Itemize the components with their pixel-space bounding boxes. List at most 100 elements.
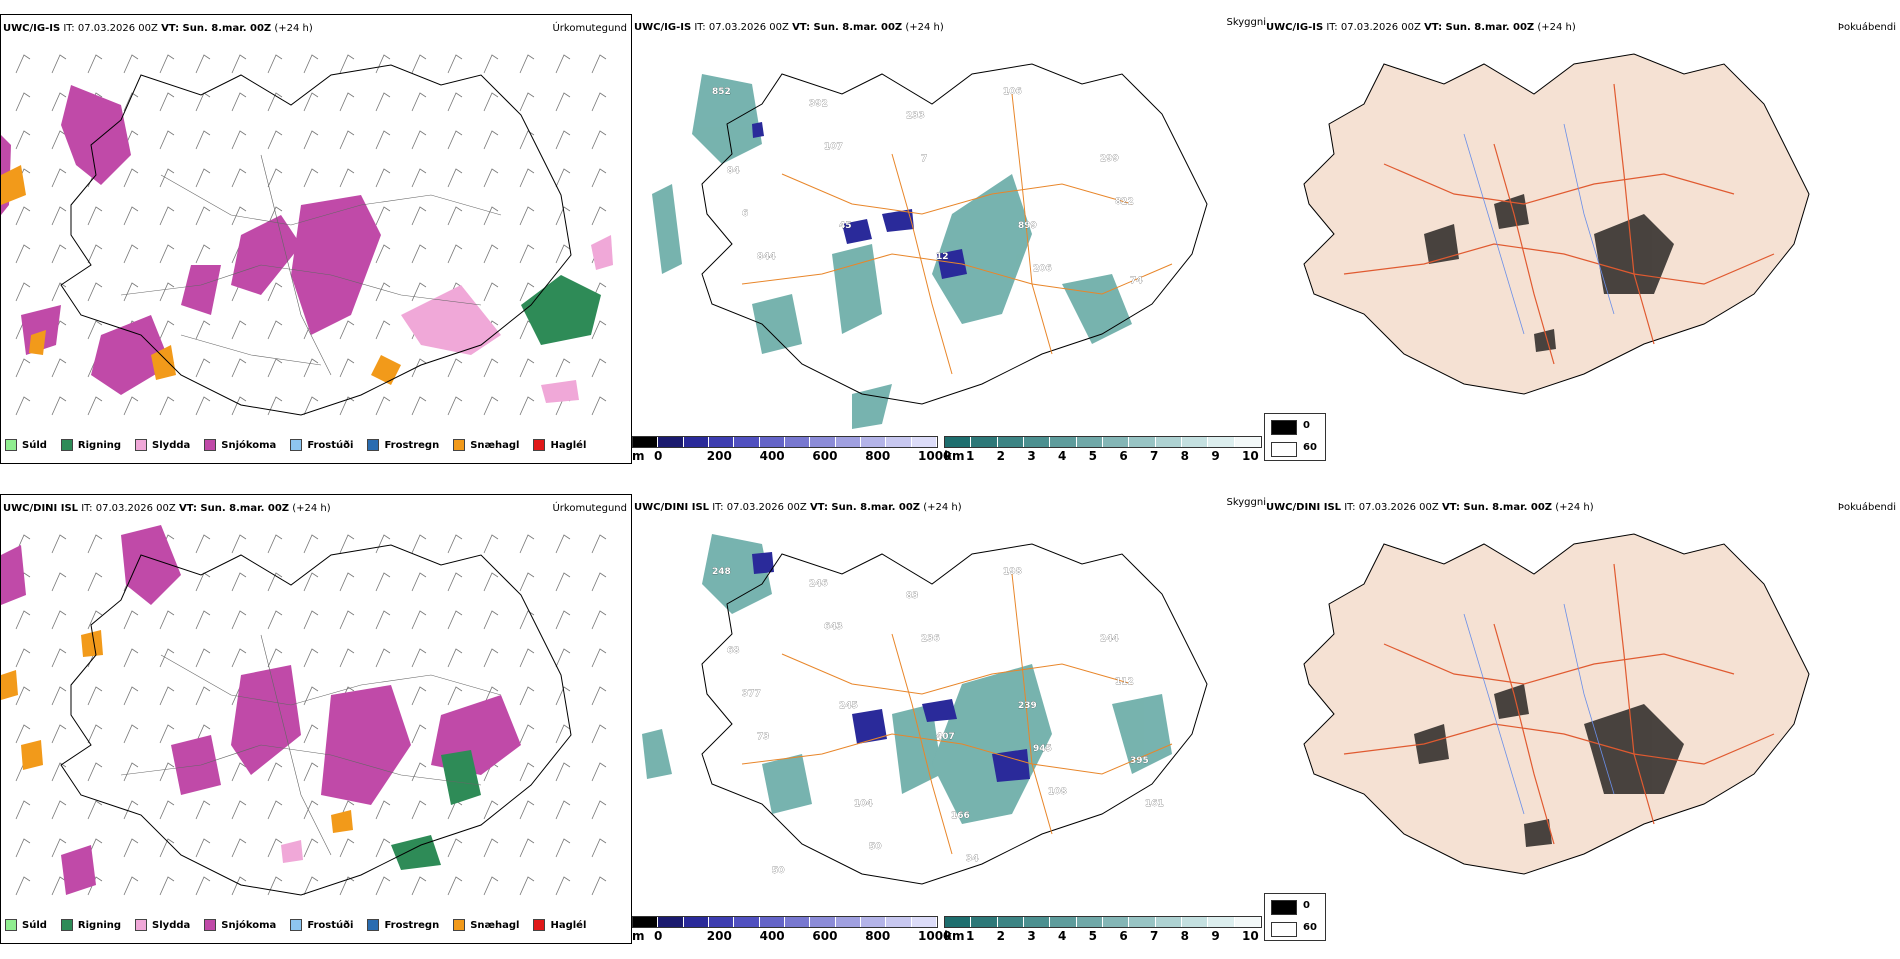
wind-barb (231, 762, 247, 782)
wind-barb (483, 54, 499, 74)
colorbar-tick: 400 (759, 449, 785, 463)
wind-barb (591, 130, 607, 150)
legend-item: Frostúði (290, 919, 353, 931)
wind-barb (195, 206, 211, 226)
panel-header: UWC/IG-IS IT: 07.03.2026 00Z VT: Sun. 8.… (1266, 22, 1576, 33)
colorbar-tick: 1000 (918, 449, 952, 463)
height-labels: 248 246 83 198 244 68 643 236 239 112 377 245 407 945… (712, 567, 1164, 876)
panel-header: UWC/IG-IS IT: 07.03.2026 00Z VT: Sun. 8.… (3, 23, 313, 34)
wind-barb (231, 800, 247, 820)
precip-map[interactable]: UWC/IG-IS IT: 07.03.2026 00Z VT: Sun. 8.… (0, 14, 632, 464)
wind-barb (303, 92, 319, 112)
wind-barb (123, 92, 139, 112)
wind-barb (339, 838, 355, 858)
panel-header: UWC/DINI ISL IT: 07.03.2026 00Z VT: Sun.… (1266, 502, 1594, 513)
wind-barb (411, 168, 427, 188)
iceland-outline (701, 63, 1208, 405)
cloud-base-blobs (752, 122, 967, 279)
legend-label: Frostúði (307, 439, 354, 451)
wind-barb (87, 610, 103, 630)
colorbar-tick: 10 (1242, 449, 1259, 463)
road-lines (741, 573, 1173, 855)
wind-barb (123, 876, 139, 896)
height-label: 233 (906, 111, 925, 121)
wind-barb (519, 686, 535, 706)
wind-barb (303, 572, 319, 592)
colorbar-step (784, 917, 811, 927)
wind-barb (123, 396, 139, 416)
legend-item: Súld (5, 439, 47, 451)
wind-barb (339, 648, 355, 668)
wind-barb (555, 358, 571, 378)
legend-label: Súld (22, 919, 47, 931)
legend-swatch (135, 439, 148, 451)
wind-barb (51, 762, 67, 782)
wind-barb (519, 648, 535, 668)
wind-barb (555, 648, 571, 668)
wind-barb (267, 54, 283, 74)
colorbar-tick: 400 (759, 929, 785, 943)
fog-map-svg[interactable] (1264, 34, 1900, 434)
wind-barb (411, 762, 427, 782)
wind-barb (519, 92, 535, 112)
height-label: 68 (727, 646, 740, 656)
wind-barb (375, 610, 391, 630)
visibility-map-svg[interactable]: 248 246 83 198 244 68 643 236 239 112 377 245 407 945… (632, 514, 1264, 914)
wind-barb (123, 838, 139, 858)
colorbar-step (1129, 437, 1156, 447)
colorbar-step (1076, 437, 1103, 447)
colorbar-tick: 1 (966, 929, 975, 943)
fog-swatch (1271, 420, 1297, 435)
height-label: 206 (1033, 264, 1052, 274)
wind-barb (267, 838, 283, 858)
wind-barb (231, 92, 247, 112)
wind-barb (591, 168, 607, 188)
colorbar-tick: 1000 (918, 929, 952, 943)
wind-barb (195, 686, 211, 706)
wind-barb (15, 838, 31, 858)
wind-barb (591, 838, 607, 858)
height-label: 84 (727, 166, 740, 176)
colorbar-step (759, 437, 785, 447)
colorbar-step (911, 917, 937, 927)
wind-barb (591, 762, 607, 782)
legend-label: Snjókoma (221, 919, 277, 931)
wind-barb (519, 838, 535, 858)
wind-barb (519, 762, 535, 782)
colorbar-step (1050, 917, 1077, 927)
height-colorbar (632, 436, 938, 448)
fog-map-svg[interactable] (1264, 514, 1900, 914)
wind-barb (339, 320, 355, 340)
wind-barb (123, 282, 139, 302)
colorbar-step (971, 437, 998, 447)
panel-title: Úrkomutegund (552, 23, 627, 34)
colorbar-tick: 1 (966, 449, 975, 463)
wind-barb (303, 838, 319, 858)
colorbar-step (886, 917, 912, 927)
wind-barb (519, 206, 535, 226)
wind-barb (555, 762, 571, 782)
wind-barb (51, 686, 67, 706)
wind-barb (447, 244, 463, 264)
colorbar-tick: 5 (1088, 449, 1098, 463)
wind-barb (483, 800, 499, 820)
colorbar-step (658, 437, 684, 447)
height-label: 50 (869, 842, 882, 852)
wind-barb (339, 168, 355, 188)
wind-barb (51, 800, 67, 820)
wind-barb (51, 130, 67, 150)
wind-barb (303, 876, 319, 896)
legend-item: Frostúði (290, 439, 353, 451)
wind-barb (231, 320, 247, 340)
wind-barb (375, 648, 391, 668)
precip-map[interactable]: UWC/DINI ISL IT: 07.03.2026 00Z VT: Sun.… (0, 494, 632, 944)
wind-barb (339, 92, 355, 112)
wind-barb (483, 686, 499, 706)
height-label: 244 (1100, 634, 1119, 644)
wind-barb (15, 130, 31, 150)
visibility-map-svg[interactable]: 852 392 233 106 299 84 107 7 899 822 6 45 12 206 74 844 (632, 34, 1264, 434)
colorbar-tick: 3 (1027, 449, 1036, 463)
wind-barb (303, 54, 319, 74)
wind-barb (447, 396, 463, 416)
wind-barb (231, 206, 247, 226)
